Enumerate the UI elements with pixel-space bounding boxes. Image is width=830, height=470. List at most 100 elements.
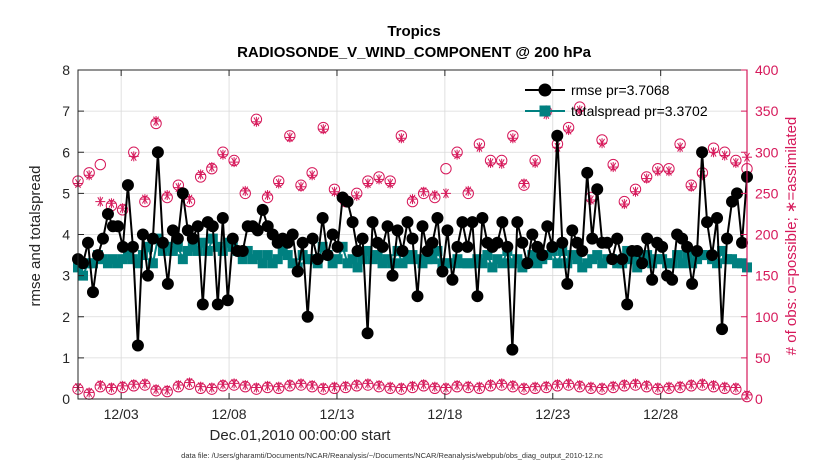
obs-assimilated-marker (608, 162, 619, 173)
left-y-axis-label: rmse and totalspread (27, 166, 44, 307)
obs-assimilated-marker (151, 384, 162, 395)
rmse-point (206, 220, 219, 233)
rmse-series (72, 129, 753, 356)
rmse-point (131, 339, 144, 352)
rmse-point (291, 265, 304, 278)
left-tick-label: 8 (62, 62, 70, 78)
rmse-point (116, 240, 129, 253)
right-tick-label: 100 (755, 309, 779, 325)
obs-assimilated-marker (485, 157, 496, 168)
obs-possible-marker (94, 158, 107, 171)
rmse-point (186, 232, 199, 245)
obs-assimilated-marker (273, 178, 284, 189)
rmse-point (301, 310, 314, 323)
totalspread-point (147, 258, 158, 269)
left-y-axis: 0 1 2 3 4 5 6 7 8 (62, 62, 84, 407)
rmse-point (551, 129, 564, 142)
legend-marker-spread (539, 105, 551, 117)
obs-assimilated-marker (496, 158, 507, 169)
rmse-point (521, 257, 534, 270)
rmse-point (401, 216, 414, 229)
left-tick-label: 7 (62, 103, 70, 119)
totalspread-point (592, 250, 603, 261)
obs-assimilated-marker (429, 190, 440, 201)
x-tick-label: 12/13 (319, 406, 354, 422)
obs-assimilated-marker (663, 166, 674, 177)
obs-assimilated-marker (719, 381, 730, 392)
obs-assimilated-marker (396, 382, 407, 393)
obs-assimilated-marker (95, 196, 106, 207)
rmse-point (666, 273, 679, 286)
rmse-point (511, 216, 524, 229)
obs-assimilated-marker (162, 190, 173, 201)
obs-assimilated-marker (630, 378, 641, 389)
rmse-point (546, 240, 559, 253)
obs-assimilated-marker (452, 380, 463, 391)
obs-assimilated-marker (619, 199, 630, 210)
obs-assimilated-marker (474, 142, 485, 153)
rmse-point (341, 195, 354, 208)
rmse-point (576, 244, 589, 257)
totalspread-point (712, 258, 723, 269)
obs-assimilated-marker (251, 116, 262, 127)
x-tick-label: 12/28 (643, 406, 678, 422)
obs-assimilated-marker (184, 194, 195, 205)
x-tick-label: 12/23 (535, 406, 570, 422)
obs-assimilated-marker (686, 379, 697, 390)
right-y-axis-label: # of obs: o=possible; ∗=assimilated (783, 117, 800, 356)
obs-assimilated-marker (697, 170, 708, 181)
rmse-point (506, 343, 519, 356)
rmse-point (646, 273, 659, 286)
totalspread-point (677, 258, 688, 269)
rmse-point (536, 249, 549, 262)
obs-assimilated-marker (374, 174, 385, 185)
rmse-point (191, 220, 204, 233)
obs-assimilated-marker (162, 384, 173, 395)
rmse-point (126, 240, 139, 253)
obs-assimilated-marker (151, 115, 162, 126)
legend-marker-rmse (538, 83, 552, 97)
rmse-point (286, 228, 299, 241)
rmse-point (641, 232, 654, 245)
totalspread-point (487, 262, 498, 273)
rmse-point (616, 253, 629, 266)
x-tick-label: 12/08 (212, 406, 247, 422)
obs-possible-marker (440, 163, 452, 175)
rmse-point (466, 216, 479, 229)
rmse-point (366, 216, 379, 229)
rmse-point (541, 220, 554, 233)
right-tick-label: 200 (755, 227, 779, 243)
chart-title-line1: Tropics (387, 23, 440, 40)
obs-assimilated-marker (385, 178, 396, 189)
rmse-point (631, 244, 644, 257)
rmse-point (251, 224, 264, 237)
rmse-point (621, 298, 634, 311)
rmse-point (111, 220, 124, 233)
right-tick-label: 150 (755, 268, 779, 284)
rmse-point (121, 179, 134, 192)
right-tick-label: 350 (755, 103, 779, 119)
rmse-point (96, 232, 109, 245)
obs-assimilated-marker (139, 194, 150, 205)
obs-assimilated-marker (541, 380, 552, 391)
rmse-point (196, 298, 209, 311)
obs-assimilated-marker (530, 157, 541, 168)
rmse-point (701, 216, 714, 229)
rmse-point (256, 203, 269, 216)
obs-assimilated-marker (474, 381, 485, 392)
obs-assimilated-marker (229, 378, 240, 389)
obs-assimilated-marker (240, 380, 251, 391)
obs-assimilated-marker (407, 380, 418, 391)
rmse-point (491, 236, 504, 249)
rmse-point (331, 240, 344, 253)
totalspread-point (552, 258, 563, 269)
obs-assimilated-marker (128, 379, 139, 390)
obs-assimilated-marker (563, 378, 574, 389)
obs-assimilated-marker (296, 378, 306, 389)
obs-assimilated-marker (217, 379, 228, 390)
obs-assimilated-marker (708, 147, 719, 158)
obs-assimilated-marker (84, 170, 95, 181)
obs-assimilated-marker (95, 380, 106, 391)
rmse-point (636, 257, 649, 270)
